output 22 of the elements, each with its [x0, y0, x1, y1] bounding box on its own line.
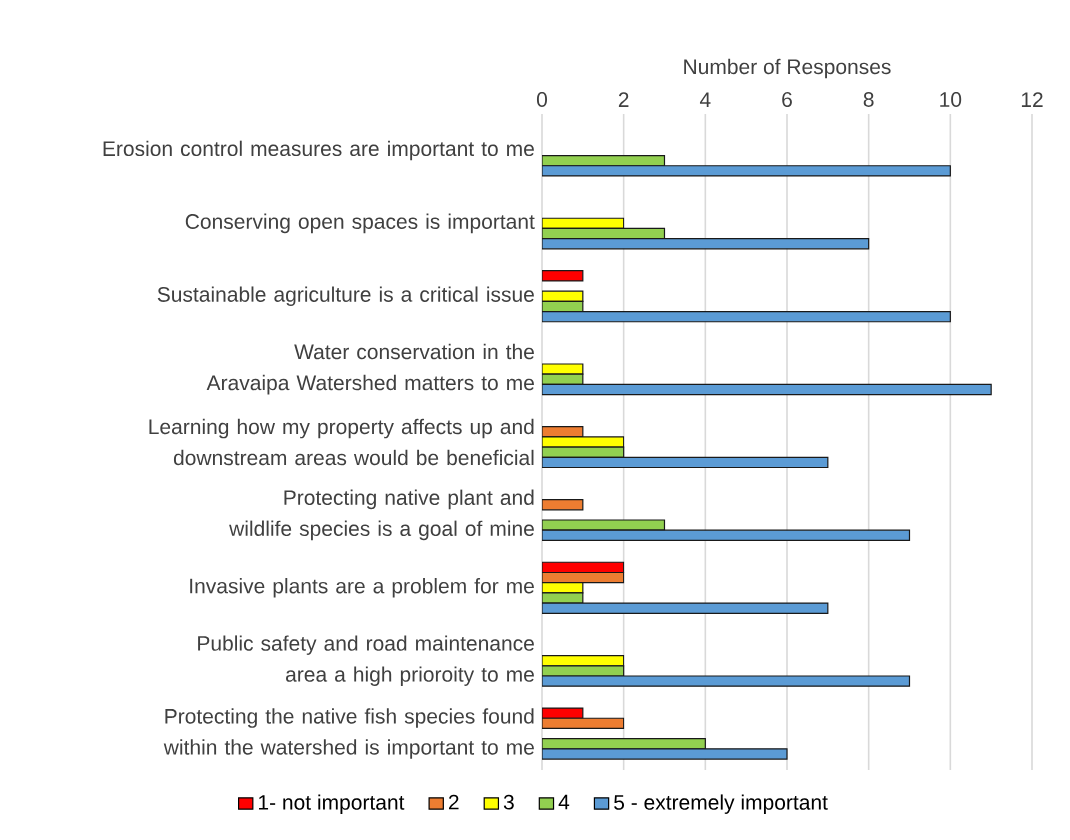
- y-tick-label: Water conservation in the Aravaipa Watershed matters to me: [206, 343, 534, 395]
- x-tick-label: 10: [940, 92, 962, 107]
- y-tick-label: Sustainable agriculture is a critical issue: [157, 286, 534, 307]
- y-tick-label: Erosion control measures are important to me: [103, 140, 534, 161]
- y-tick-label: Learning how my property affects up and downstream areas would be beneficial: [149, 418, 534, 466]
- y-tick-label: Public safety and road maintenance area a high prioroity to me: [198, 635, 534, 686]
- x-tick-label: 6: [782, 92, 792, 107]
- legend-label: 1- not important: [259, 794, 405, 814]
- x-axis-title: Number of Responses: [684, 58, 891, 79]
- x-tick-label: 4: [699, 92, 711, 107]
- x-tick-label: 2: [618, 92, 629, 107]
- y-tick-label: Protecting native plant and wildlife species is a goal of mine: [229, 489, 534, 541]
- legend-label: 5 - extremely important: [614, 794, 828, 814]
- y-tick-label: Invasive plants are a problem for me: [190, 578, 534, 598]
- y-tick-label: Conserving open spaces is important: [185, 213, 535, 234]
- legend-label: 4: [558, 794, 570, 810]
- x-tick-label: 8: [863, 92, 874, 107]
- legend-label: 2: [448, 794, 459, 810]
- legend-label: 3: [503, 794, 514, 810]
- x-tick-label: 12: [1021, 92, 1043, 107]
- x-tick-label: 0: [536, 92, 548, 107]
- y-tick-label: Protecting the native fish species found within the watershed is important to me: [163, 708, 534, 759]
